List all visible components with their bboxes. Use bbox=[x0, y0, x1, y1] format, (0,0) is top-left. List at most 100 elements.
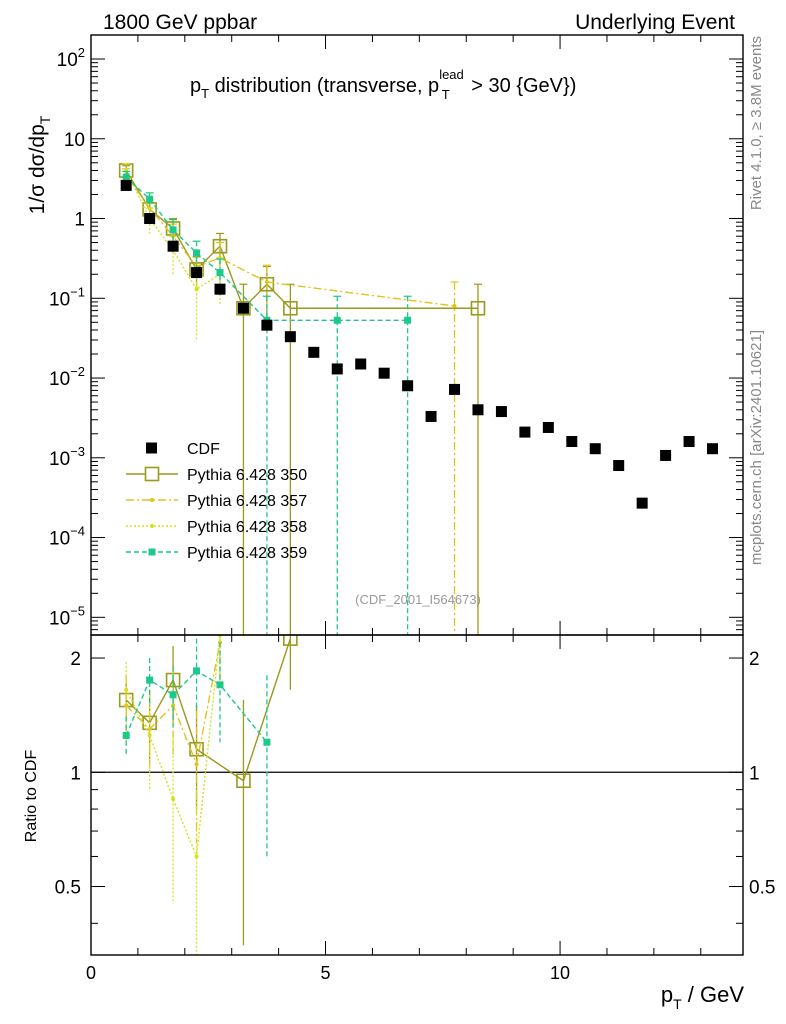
series-2-ratio-marker bbox=[147, 727, 152, 732]
x-tick-label: 0 bbox=[86, 963, 96, 983]
data-point bbox=[261, 319, 273, 331]
legend-entry: Pythia 6.428 359 bbox=[126, 545, 307, 562]
data-point bbox=[331, 363, 343, 375]
y-tick-label: 10−2 bbox=[49, 364, 85, 390]
data-point bbox=[214, 283, 226, 295]
series-4-marker bbox=[333, 316, 341, 324]
y-tick-label: 10−3 bbox=[49, 444, 85, 470]
data-point bbox=[355, 358, 367, 370]
data-point bbox=[542, 421, 554, 433]
series-1-ratio-marker bbox=[236, 773, 251, 789]
data-point bbox=[378, 367, 390, 379]
chart-title: pT distribution (transverse, plead T > 30… bbox=[190, 67, 576, 102]
ratio-series-layer bbox=[91, 635, 743, 955]
svg-text:Ratio to CDF: Ratio to CDF bbox=[23, 750, 40, 843]
legend: CDF Pythia 6.428 350 Pythia 6.428 357 Pythi… bbox=[126, 441, 307, 562]
series-1-marker bbox=[283, 300, 298, 316]
series-1-marker bbox=[236, 300, 251, 316]
data-point bbox=[308, 346, 320, 358]
series-4-ratio-marker bbox=[193, 667, 201, 675]
series-1-ratio-line bbox=[125, 638, 292, 782]
data-point bbox=[120, 179, 132, 191]
y-tick-label: 102 bbox=[57, 45, 85, 71]
legend-label: Pythia 6.428 357 bbox=[187, 493, 307, 510]
series-1-ratio-marker bbox=[283, 635, 298, 646]
series-4-ratio-marker bbox=[122, 731, 130, 739]
ratio-y-axis-label: Ratio to CDF bbox=[23, 750, 40, 843]
series-4-ratio-marker bbox=[263, 738, 271, 746]
ratio-y-tick-label-right: 1 bbox=[749, 763, 760, 784]
y-tick-label: 10−5 bbox=[49, 603, 85, 629]
series-2-marker bbox=[264, 279, 269, 284]
series-2-ratio-marker bbox=[194, 762, 199, 767]
data-point bbox=[144, 213, 156, 225]
ratio-y-tick-label-right: 2 bbox=[749, 649, 760, 670]
data-point bbox=[284, 331, 296, 343]
header-right-label: Underlying Event bbox=[575, 11, 735, 34]
data-point bbox=[191, 267, 203, 279]
ratio-frame bbox=[90, 634, 744, 956]
data-point bbox=[613, 460, 625, 472]
header-left-label: 1800 GeV ppbar bbox=[103, 11, 257, 34]
series-4-marker bbox=[216, 269, 224, 277]
main-plot-area bbox=[118, 162, 719, 635]
legend-marker bbox=[146, 442, 157, 454]
series-4-ratio-marker bbox=[169, 691, 177, 699]
legend-marker bbox=[150, 498, 154, 502]
x-axis-label: pT / GeV bbox=[661, 982, 744, 1012]
series-4-ratio-marker bbox=[146, 676, 154, 684]
legend-label: Pythia 6.428 359 bbox=[187, 545, 307, 562]
series-3-marker bbox=[194, 287, 199, 292]
data-point bbox=[425, 410, 437, 422]
y-tick-label: 10−4 bbox=[49, 524, 85, 550]
data-point bbox=[472, 404, 484, 416]
ratio-y-tick-label: 0.5 bbox=[55, 878, 81, 899]
data-point bbox=[566, 436, 578, 448]
series-2-ratio-marker bbox=[171, 703, 176, 708]
y-tick-label: 1 bbox=[74, 210, 85, 231]
series-4-ratio-line bbox=[125, 670, 268, 743]
series-2-marker bbox=[452, 304, 457, 309]
legend-marker bbox=[148, 548, 156, 556]
data-point bbox=[402, 380, 414, 392]
legend-entry: Pythia 6.428 357 bbox=[126, 493, 307, 510]
series-3-ratio-marker bbox=[171, 797, 176, 802]
data-point bbox=[683, 436, 695, 448]
legend-label: Pythia 6.428 350 bbox=[187, 467, 307, 484]
series-1-line bbox=[125, 170, 478, 310]
legend-label: CDF bbox=[187, 441, 220, 458]
svg-text:1/σ dσ/dpT: 1/σ dσ/dpT bbox=[26, 115, 53, 214]
series-4-line bbox=[125, 176, 408, 321]
data-point bbox=[167, 240, 179, 252]
x-tick-label: 5 bbox=[321, 963, 331, 983]
series-1-marker bbox=[470, 300, 486, 316]
series-4-marker bbox=[122, 173, 130, 181]
side-label-mcplots: mcplots.cern.ch [arXiv:2401.10621] bbox=[748, 330, 765, 565]
legend-entry: Pythia 6.428 350 bbox=[126, 466, 307, 484]
ratio-plot-area bbox=[91, 635, 743, 955]
data-point bbox=[495, 406, 507, 418]
legend-label: Pythia 6.428 358 bbox=[187, 519, 307, 536]
series-4-marker bbox=[404, 316, 412, 324]
series-4-marker bbox=[193, 249, 201, 257]
y-tick-label: 10 bbox=[64, 130, 85, 151]
series-4-ratio-marker bbox=[216, 681, 224, 689]
series-2-ratio-marker bbox=[124, 703, 129, 708]
ratio-y-tick-label: 2 bbox=[70, 649, 81, 670]
side-label-rivet: Rivet 4.1.0, ≥ 3.8M events bbox=[748, 36, 765, 210]
ratio-y-tick-label: 1 bbox=[70, 763, 81, 784]
series-4-marker bbox=[169, 226, 177, 234]
main-series-layer bbox=[118, 162, 719, 635]
axes: 0 5 10 10−5 10−4 10−3 10−2 10−1 1 10 102 0.5 0.5 1 1 2 2 bbox=[49, 34, 775, 983]
series-3-ratio-marker bbox=[147, 733, 152, 738]
ratio-y-tick-label-right: 0.5 bbox=[749, 878, 775, 899]
series-3-ratio-marker bbox=[194, 854, 199, 859]
data-point bbox=[237, 302, 249, 314]
legend-entry: CDF bbox=[146, 441, 220, 458]
data-point bbox=[660, 449, 672, 461]
data-point bbox=[636, 497, 648, 509]
legend-marker bbox=[144, 466, 160, 482]
data-point bbox=[707, 443, 719, 455]
data-point bbox=[449, 383, 461, 395]
